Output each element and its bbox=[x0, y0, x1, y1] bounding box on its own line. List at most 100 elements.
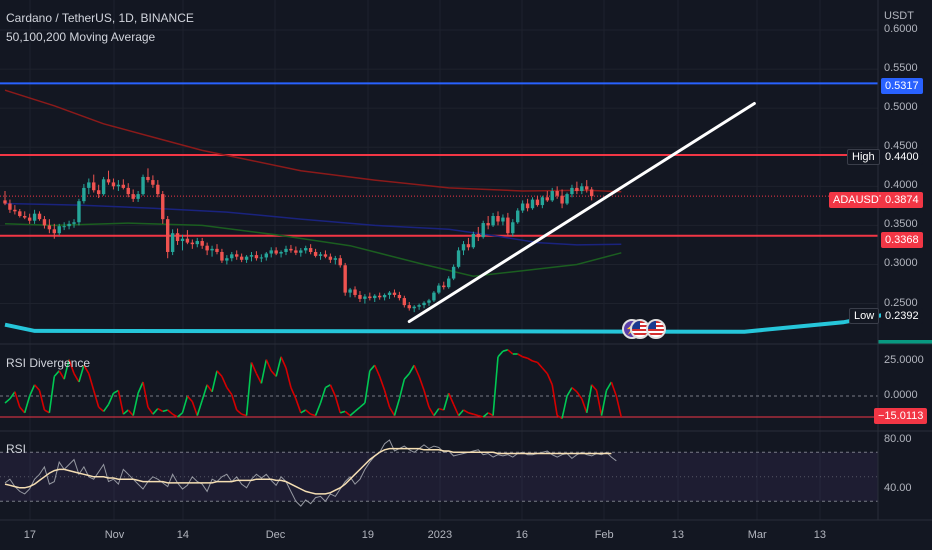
symbol-title[interactable]: Cardano / TetherUS, 1D, BINANCE bbox=[6, 11, 194, 25]
candle bbox=[525, 198, 530, 212]
rsi-divergence-segment bbox=[73, 373, 80, 383]
candle bbox=[279, 250, 283, 258]
candle-body bbox=[121, 184, 126, 188]
candle-body bbox=[101, 179, 106, 195]
candle bbox=[496, 211, 500, 226]
candle bbox=[141, 174, 145, 196]
candle-body bbox=[225, 258, 229, 261]
candle-body bbox=[235, 254, 239, 257]
rsi-divergence-segment bbox=[388, 406, 396, 417]
candle-body bbox=[447, 278, 451, 288]
candle bbox=[437, 283, 441, 295]
rsi-divergence-pane bbox=[0, 349, 878, 420]
rsi-divergence-segment bbox=[522, 356, 528, 359]
rsi-divergence-segment bbox=[492, 356, 499, 416]
rsi-divergence-segment bbox=[181, 395, 189, 414]
candle-body bbox=[106, 179, 111, 183]
candle-body bbox=[8, 203, 12, 210]
candle-body bbox=[308, 248, 313, 252]
candlesticks bbox=[3, 168, 594, 313]
candle-body bbox=[382, 294, 387, 298]
rsi-divergence-segment bbox=[88, 373, 95, 391]
ma200-line bbox=[4, 89, 622, 193]
candle-body bbox=[195, 241, 199, 245]
candle-body bbox=[476, 233, 480, 238]
candle-body bbox=[491, 216, 495, 226]
candle bbox=[18, 208, 22, 218]
rsi-divergence-segment bbox=[78, 364, 85, 383]
rsi-divergence-segment bbox=[255, 373, 263, 384]
pane-separators bbox=[0, 0, 932, 521]
candle-body bbox=[72, 222, 76, 224]
candle bbox=[8, 199, 12, 213]
candle-body bbox=[451, 266, 456, 279]
rsi-divergence-segment bbox=[418, 376, 425, 391]
rsi-divergence-segment bbox=[359, 402, 366, 408]
candle-body bbox=[161, 194, 165, 220]
time-axis-tick: 17 bbox=[23, 529, 37, 541]
candle bbox=[239, 253, 244, 263]
candle bbox=[511, 219, 515, 237]
rsi-divergence-segment bbox=[319, 387, 327, 404]
candle bbox=[481, 220, 485, 239]
candle-body bbox=[555, 191, 559, 196]
candle bbox=[200, 237, 204, 249]
candle bbox=[377, 292, 382, 300]
price-axis-tick: 0.3000 bbox=[884, 257, 918, 270]
candle-body bbox=[589, 189, 594, 197]
rsi-divergence-segment bbox=[551, 384, 558, 416]
rsi-divergence-segment bbox=[398, 379, 406, 399]
rsi-divergence-segment bbox=[28, 384, 36, 397]
time-axis-tick: 19 bbox=[361, 529, 375, 541]
candle bbox=[387, 291, 392, 299]
candle bbox=[190, 239, 195, 249]
rsi-label[interactable]: RSI bbox=[6, 442, 27, 456]
rsi-divergence-segment bbox=[19, 406, 26, 414]
gridlines bbox=[0, 0, 878, 520]
candle bbox=[373, 294, 377, 302]
candle bbox=[230, 251, 234, 262]
time-axis-tick: 14 bbox=[176, 529, 190, 541]
rsi-divergence-segment bbox=[265, 359, 272, 372]
candle bbox=[535, 195, 540, 207]
low-price-tag: 0.2392 bbox=[881, 308, 923, 324]
candle-body bbox=[481, 223, 485, 238]
candle-body bbox=[348, 289, 352, 293]
low-label: Low bbox=[849, 308, 880, 324]
rsi-pane bbox=[0, 439, 878, 507]
us-flag-icon[interactable] bbox=[646, 319, 666, 339]
rsi-divergence-segment bbox=[270, 370, 277, 377]
candle-body bbox=[496, 216, 500, 222]
indicator-label[interactable]: 50,100,200 Moving Average bbox=[6, 30, 156, 44]
candle-body bbox=[264, 253, 268, 258]
rsi-divergence-label[interactable]: RSI Divergence bbox=[6, 356, 91, 370]
candle bbox=[491, 212, 495, 227]
candle bbox=[151, 175, 155, 188]
candle bbox=[313, 248, 318, 258]
candle-body bbox=[57, 226, 61, 234]
last-price-tag: 0.3874 bbox=[881, 192, 923, 208]
rsi-divergence-segment bbox=[349, 410, 356, 417]
price-axis-tick: 0.4500 bbox=[884, 140, 918, 153]
candle bbox=[131, 189, 135, 202]
candle-body bbox=[111, 182, 116, 187]
rsi-divergence-segment bbox=[329, 384, 337, 397]
rsi-divergence-segment bbox=[285, 367, 292, 388]
candle-body bbox=[294, 250, 298, 253]
rsi-divergence-segment bbox=[433, 408, 440, 417]
candle bbox=[67, 220, 71, 230]
candle bbox=[501, 214, 505, 226]
candle-body bbox=[175, 233, 180, 242]
time-axis-tick: 16 bbox=[515, 529, 529, 541]
rsi-divergence-segment bbox=[305, 409, 312, 415]
rsi-divergence-segment bbox=[216, 370, 223, 377]
rsi-divergence-segment bbox=[117, 390, 125, 415]
candle bbox=[269, 247, 273, 258]
candle bbox=[274, 247, 278, 256]
candle bbox=[101, 176, 106, 196]
rsi-divergence-segment bbox=[127, 409, 134, 417]
rsi-divergence-segment bbox=[33, 384, 41, 391]
candle bbox=[575, 181, 579, 195]
candle bbox=[37, 211, 42, 221]
